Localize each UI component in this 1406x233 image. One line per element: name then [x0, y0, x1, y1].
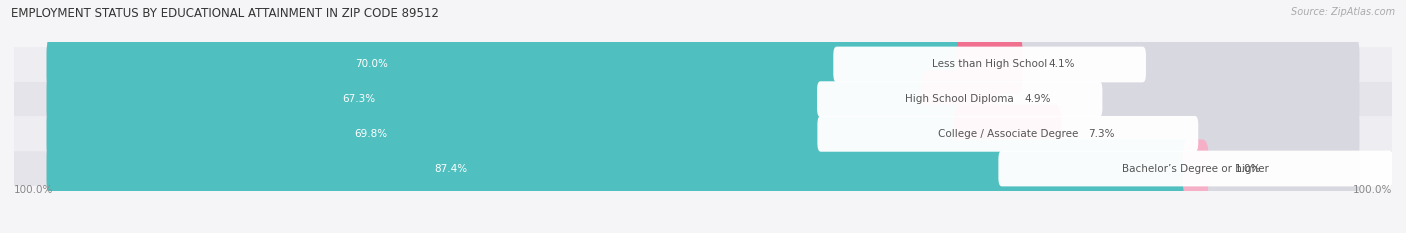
- FancyBboxPatch shape: [46, 105, 967, 163]
- FancyBboxPatch shape: [14, 151, 1392, 186]
- FancyBboxPatch shape: [998, 151, 1393, 186]
- FancyBboxPatch shape: [14, 47, 1392, 82]
- FancyBboxPatch shape: [921, 70, 998, 128]
- Text: Bachelor’s Degree or higher: Bachelor’s Degree or higher: [1122, 164, 1270, 174]
- FancyBboxPatch shape: [14, 116, 1392, 151]
- Text: 1.0%: 1.0%: [1234, 164, 1261, 174]
- Text: Source: ZipAtlas.com: Source: ZipAtlas.com: [1291, 7, 1395, 17]
- FancyBboxPatch shape: [956, 35, 1022, 94]
- FancyBboxPatch shape: [46, 35, 1360, 94]
- Text: College / Associate Degree: College / Associate Degree: [938, 129, 1078, 139]
- Text: 87.4%: 87.4%: [434, 164, 467, 174]
- Text: 70.0%: 70.0%: [356, 59, 388, 69]
- Text: 100.0%: 100.0%: [14, 185, 53, 195]
- FancyBboxPatch shape: [46, 139, 1360, 198]
- FancyBboxPatch shape: [14, 82, 1392, 116]
- FancyBboxPatch shape: [46, 70, 935, 128]
- FancyBboxPatch shape: [46, 35, 970, 94]
- Text: 69.8%: 69.8%: [354, 129, 387, 139]
- FancyBboxPatch shape: [817, 116, 1198, 152]
- Text: 7.3%: 7.3%: [1088, 129, 1115, 139]
- FancyBboxPatch shape: [46, 70, 1360, 128]
- Text: Less than High School: Less than High School: [932, 59, 1047, 69]
- FancyBboxPatch shape: [46, 139, 1195, 198]
- Text: 67.3%: 67.3%: [343, 94, 375, 104]
- Text: 4.1%: 4.1%: [1049, 59, 1076, 69]
- FancyBboxPatch shape: [953, 105, 1062, 163]
- FancyBboxPatch shape: [834, 47, 1146, 82]
- Text: EMPLOYMENT STATUS BY EDUCATIONAL ATTAINMENT IN ZIP CODE 89512: EMPLOYMENT STATUS BY EDUCATIONAL ATTAINM…: [11, 7, 439, 20]
- Text: 100.0%: 100.0%: [1353, 185, 1392, 195]
- FancyBboxPatch shape: [1182, 139, 1209, 198]
- FancyBboxPatch shape: [817, 81, 1102, 117]
- FancyBboxPatch shape: [46, 105, 1360, 163]
- Text: 4.9%: 4.9%: [1024, 94, 1050, 104]
- Text: High School Diploma: High School Diploma: [905, 94, 1014, 104]
